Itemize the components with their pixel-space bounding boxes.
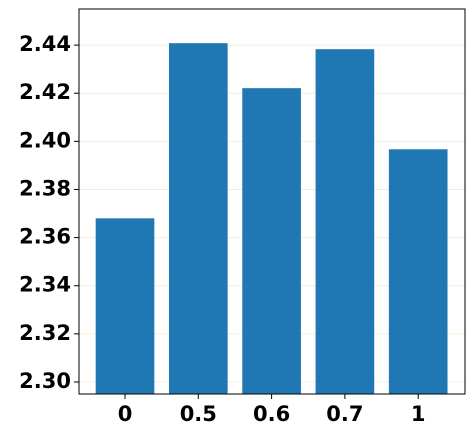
y-tick-label: 2.32 [19,321,71,345]
bar [242,88,301,395]
plot-frame [78,8,466,395]
x-tick-label: 0 [118,402,133,426]
y-tick-label: 2.34 [19,273,71,297]
y-tick-label: 2.36 [19,225,71,249]
bar [315,49,375,394]
x-tick-label: 0.6 [253,402,290,426]
y-tick-label: 2.30 [19,369,71,393]
y-tick-label: 2.38 [19,176,71,200]
x-tick-label: 0.7 [326,402,363,426]
x-tick-label: 0.5 [180,402,217,426]
bar [388,149,448,394]
bar [95,218,155,394]
bar [168,43,228,394]
y-tick-label: 2.40 [19,128,71,152]
x-tick-label: 1 [411,402,426,426]
y-tick-label: 2.44 [19,32,71,56]
y-tick-label: 2.42 [19,80,71,104]
